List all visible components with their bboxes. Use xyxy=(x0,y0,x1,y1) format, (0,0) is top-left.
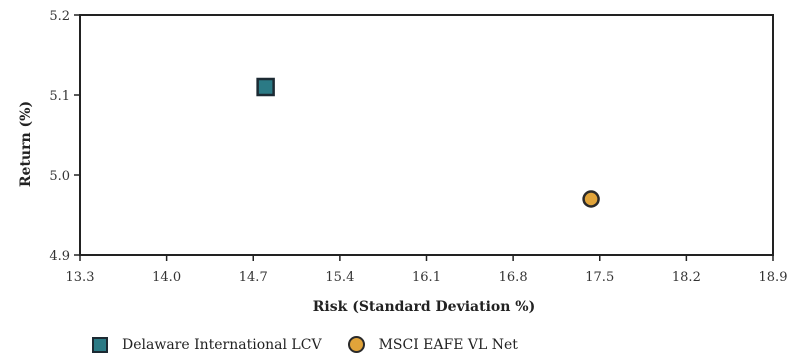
legend: Delaware International LCV MSCI EAFE VL … xyxy=(92,336,544,353)
legend-item-msci: MSCI EAFE VL Net xyxy=(347,336,518,353)
y-axis-title: Return (%) xyxy=(18,101,34,187)
x-axis-title: Risk (Standard Deviation %) xyxy=(313,299,535,315)
y-axis-ticks: 5.2 5.1 5.0 4.9 xyxy=(49,9,80,264)
x-tick-label: 15.4 xyxy=(325,270,354,285)
x-tick-label: 14.0 xyxy=(152,270,181,285)
x-tick-label: 16.1 xyxy=(412,270,441,285)
y-tick-label: 5.2 xyxy=(49,9,70,24)
x-axis-ticks: 13.3 14.0 14.7 15.4 16.1 16.8 17.5 18.2 18.9 xyxy=(66,255,788,285)
x-tick-label: 18.9 xyxy=(759,270,788,285)
legend-label-delaware: Delaware International LCV xyxy=(122,336,322,353)
x-tick-label: 16.8 xyxy=(499,270,528,285)
legend-item-delaware: Delaware International LCV xyxy=(92,336,322,353)
data-point-circle xyxy=(582,190,600,208)
x-tick-label: 17.5 xyxy=(585,270,614,285)
y-tick-label: 5.0 xyxy=(49,169,70,184)
x-tick-label: 13.3 xyxy=(66,270,95,285)
x-tick-label: 18.2 xyxy=(672,270,701,285)
plot-frame xyxy=(79,14,774,256)
circle-marker-icon xyxy=(347,336,365,353)
plot-area xyxy=(79,14,774,256)
y-tick-label: 4.9 xyxy=(49,249,70,264)
x-tick-label: 14.7 xyxy=(239,270,268,285)
legend-label-msci: MSCI EAFE VL Net xyxy=(378,336,518,353)
y-tick-label: 5.1 xyxy=(49,89,70,104)
square-marker-icon xyxy=(92,336,108,353)
data-points xyxy=(256,77,600,208)
data-point-square xyxy=(256,77,275,97)
